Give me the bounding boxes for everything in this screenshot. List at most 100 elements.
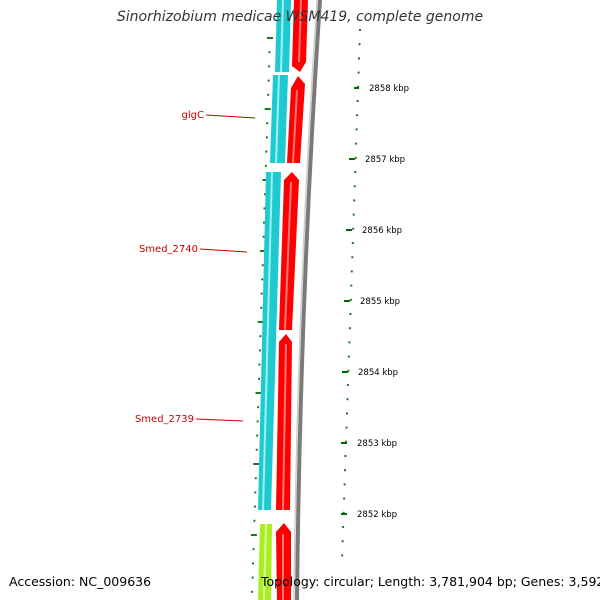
kbp-scale: 2858 kbp 2857 kbp 2856 kbp 2855 kbp 2854… [341, 84, 409, 520]
tick-mark [359, 29, 361, 31]
tick-mark [250, 534, 257, 536]
tick-mark [257, 406, 260, 409]
tick-mark [268, 65, 271, 68]
gene-label-smed-2740: Smed_2740 [139, 244, 198, 255]
tick-mark [267, 93, 270, 96]
topology-text: Topology: circular; Length: 3,781,904 bp… [261, 574, 600, 589]
tick-mark [255, 392, 262, 394]
tick-mark [253, 505, 256, 508]
tick-mark [355, 128, 358, 131]
tick-mark [346, 412, 348, 415]
tick-mark [258, 349, 261, 352]
gene-label-leader [205, 114, 256, 119]
kbp-label: 2855 kbp [360, 297, 400, 307]
tick-mark [344, 469, 346, 472]
kbp-label: 2857 kbp [365, 155, 405, 165]
plus-strand-features [276, 0, 308, 600]
kbp-label: 2854 kbp [358, 368, 398, 378]
tick-mark [255, 448, 258, 451]
tick-mark [254, 491, 257, 494]
tick-mark [346, 384, 349, 386]
tick-mark [264, 164, 267, 167]
tick-mark [343, 497, 346, 500]
tick-mark [356, 114, 359, 117]
gene-label-leader [195, 418, 244, 422]
tick-mark [357, 85, 360, 88]
tick-mark [358, 57, 360, 60]
tick-mark [351, 242, 354, 244]
tick-mark [357, 71, 360, 74]
tick-mark [267, 37, 273, 39]
tick-mark [260, 306, 263, 309]
tick-mark [252, 562, 254, 565]
tick-mark [256, 420, 259, 423]
tick-mark [252, 548, 255, 551]
kbp-label: 2856 kbp [362, 226, 402, 236]
tick-mark [346, 398, 349, 401]
minus-strand-features [258, 0, 291, 510]
tick-mark [259, 335, 262, 338]
tick-mark [254, 477, 257, 480]
tick-mark [351, 256, 354, 259]
tick-mark [261, 278, 264, 281]
tick-mark [256, 434, 259, 437]
genome-backbone [295, 0, 322, 600]
cds-segment [270, 75, 288, 163]
tick-mark [342, 526, 345, 528]
tick-mark [350, 284, 353, 287]
tick-mark [263, 207, 266, 210]
tick-mark [341, 540, 344, 543]
tick-mark [260, 292, 263, 295]
tick-mark [266, 122, 269, 125]
tick-mark [348, 341, 351, 344]
tick-mark [348, 327, 351, 330]
tick-mark [253, 463, 260, 465]
tick-mark [251, 576, 254, 579]
tick-mark [352, 227, 355, 230]
tick-mark [258, 377, 260, 380]
tick-mark [260, 250, 267, 252]
cds-segment [258, 172, 281, 510]
tick-mark [265, 136, 268, 139]
tick-mark [352, 213, 355, 216]
accession-text: Accession: NC_009636 [9, 574, 152, 589]
tick-mark [344, 455, 347, 457]
page-title: Sinorhizobium medicae WSM419, complete g… [116, 9, 484, 25]
tick-mark [347, 369, 350, 372]
gene-labels: glgC Smed_2740 Smed_2739 [135, 110, 256, 425]
tick-marks [250, 29, 361, 593]
tick-mark [354, 171, 357, 173]
kbp-label: 2852 kbp [357, 510, 397, 520]
tick-mark [262, 235, 265, 238]
tick-mark [353, 199, 356, 202]
tick-mark [251, 590, 254, 593]
tick-mark [257, 321, 264, 323]
tick-mark [342, 511, 345, 514]
tick-mark [253, 519, 256, 522]
gene-label-smed-2739: Smed_2739 [135, 414, 194, 425]
gene-label-glgc: glgC [182, 110, 204, 121]
tick-mark [353, 185, 356, 188]
tick-mark [347, 355, 350, 358]
tick-mark [262, 179, 269, 181]
tick-mark [350, 270, 353, 273]
tick-mark [358, 43, 361, 46]
gene-label-leader [199, 248, 248, 253]
tick-mark [263, 221, 265, 224]
tick-mark [258, 363, 261, 366]
tick-mark [264, 108, 271, 110]
tick-mark [356, 100, 359, 102]
tick-mark [264, 193, 266, 196]
tick-mark [267, 79, 270, 82]
kbp-label: 2858 kbp [369, 84, 409, 94]
tick-mark [268, 51, 271, 54]
tick-mark [341, 554, 344, 557]
tick-mark [345, 426, 348, 429]
tick-mark [345, 440, 347, 443]
kbp-label: 2853 kbp [357, 439, 397, 449]
tick-mark [261, 264, 264, 267]
tick-mark [355, 142, 358, 145]
tick-mark [354, 156, 357, 159]
tick-mark [343, 483, 346, 486]
